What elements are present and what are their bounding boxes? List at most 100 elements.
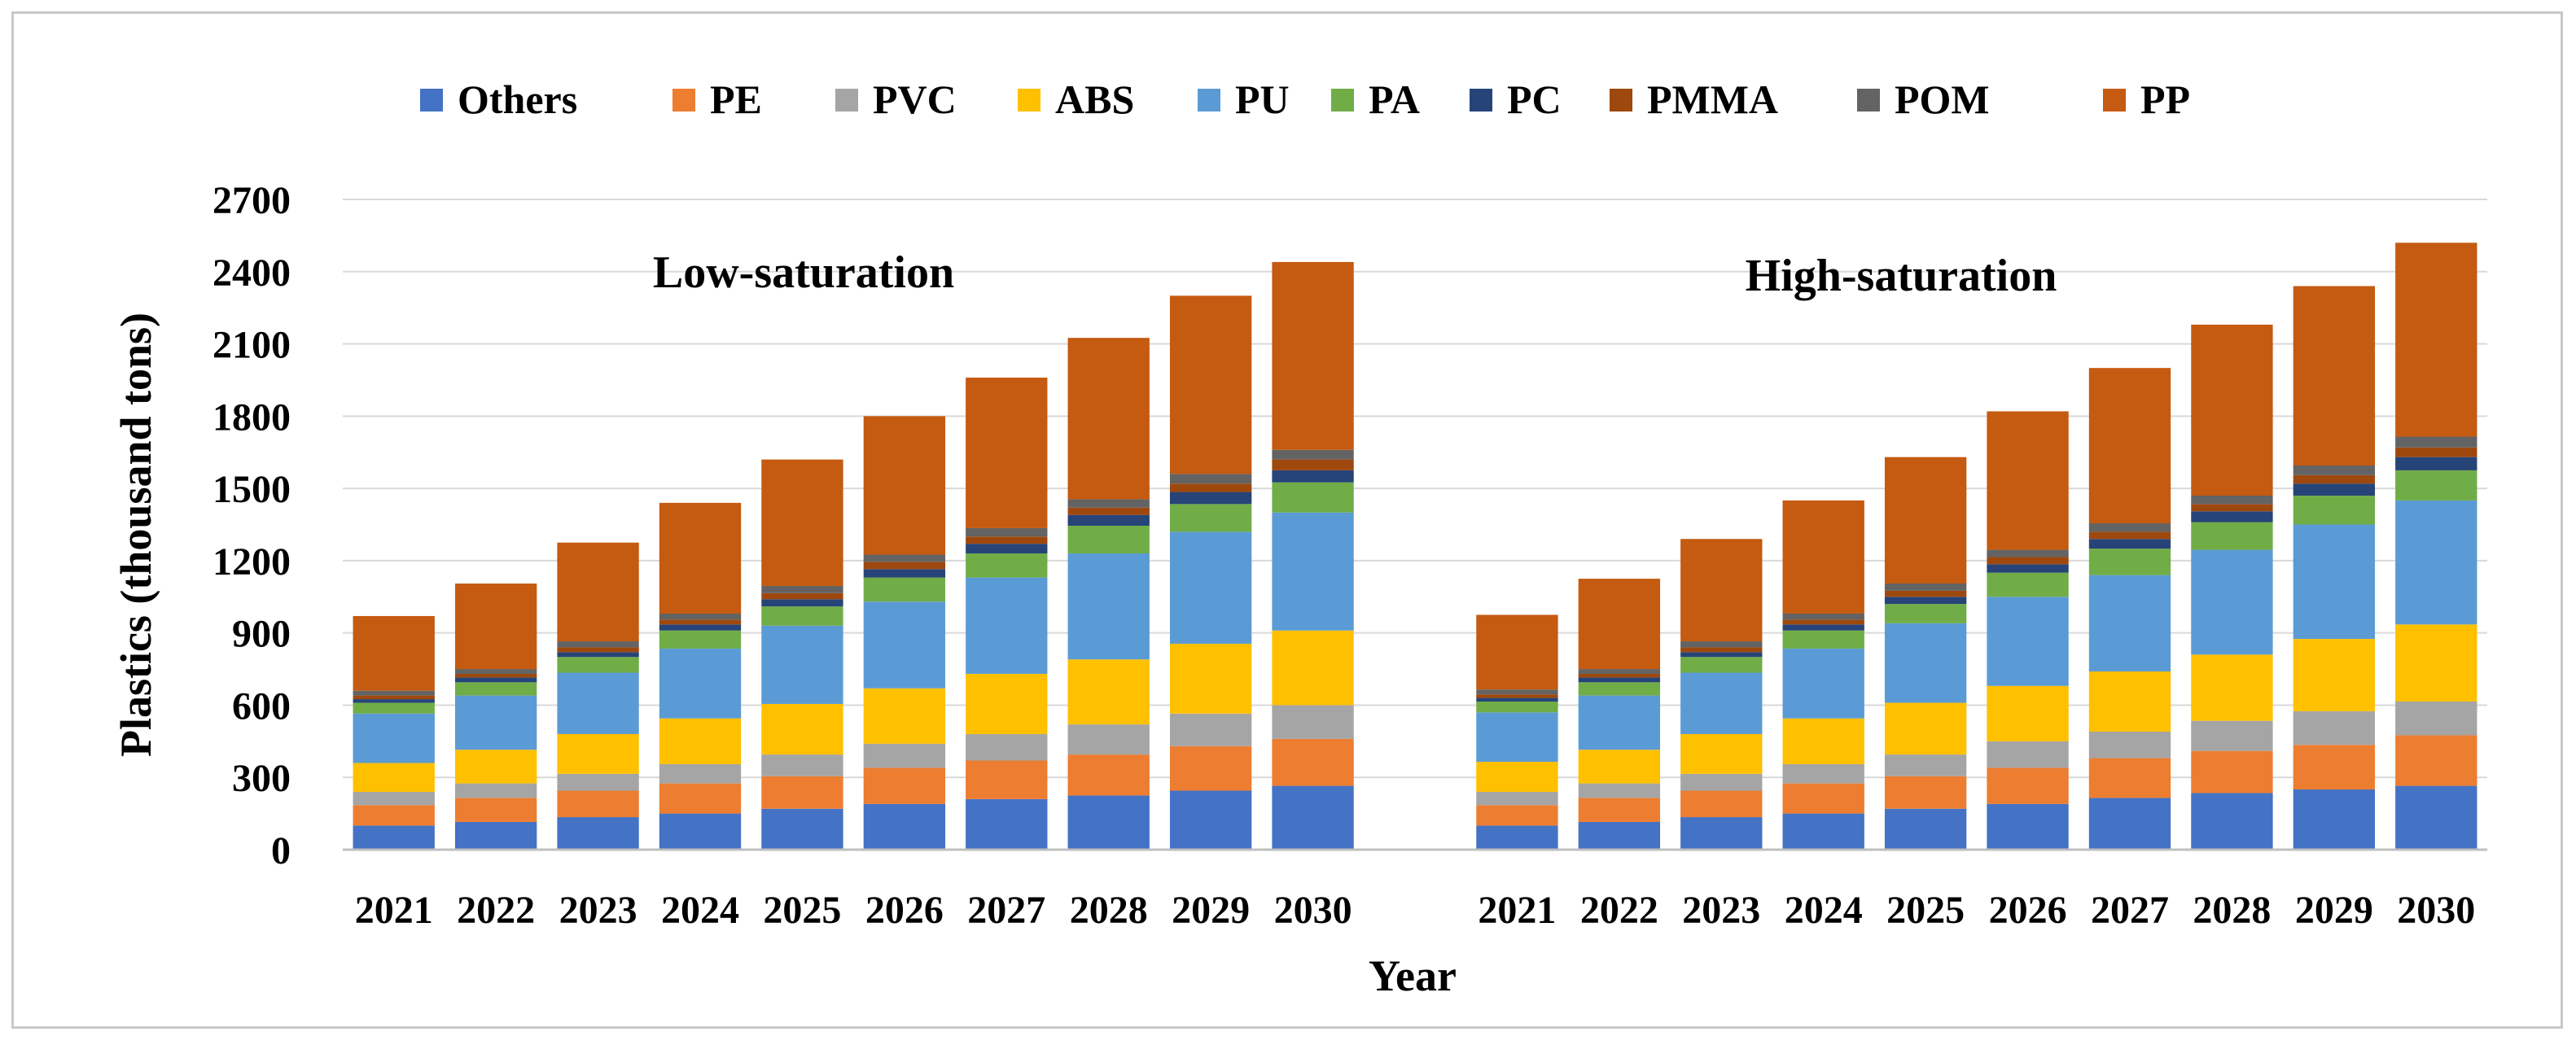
bar-pom-2026-panel1 bbox=[1987, 549, 2069, 557]
x-tick-label: 2025 bbox=[763, 889, 841, 932]
bar-pom-2024-panel0 bbox=[659, 613, 742, 620]
bar-pom-2027-panel1 bbox=[2088, 523, 2171, 532]
bar-pom-2021-panel0 bbox=[353, 690, 435, 696]
bar-abs-2030-panel0 bbox=[1272, 630, 1354, 706]
bar-pc-2023-panel1 bbox=[1680, 652, 1763, 658]
bar-pp-2030-panel1 bbox=[2395, 243, 2477, 437]
bar-pvc-2024-panel0 bbox=[659, 763, 742, 784]
bar-pe-2027-panel0 bbox=[966, 760, 1048, 799]
bar-pp-2029-panel1 bbox=[2293, 286, 2376, 466]
bar-pe-2026-panel1 bbox=[1987, 767, 2069, 804]
bar-others-2027-panel1 bbox=[2088, 798, 2171, 850]
bar-pa-2030-panel1 bbox=[2395, 470, 2477, 501]
bar-abs-2024-panel0 bbox=[659, 718, 742, 764]
bar-abs-2026-panel0 bbox=[863, 688, 946, 744]
bar-pp-2027-panel0 bbox=[966, 377, 1048, 528]
bar-pvc-2028-panel1 bbox=[2191, 720, 2273, 751]
bar-pe-2024-panel1 bbox=[1782, 783, 1864, 814]
legend-label-abs: ABS bbox=[1055, 77, 1134, 122]
bar-pu-2030-panel0 bbox=[1272, 512, 1354, 631]
bars-layer bbox=[353, 243, 2477, 850]
stacked-bar-chart: 0 300 600 900 1200 1500 1800 2100 2400 2700 2021 20… bbox=[112, 77, 2487, 1000]
bar-pc-2027-panel1 bbox=[2088, 539, 2171, 549]
y-tick-label: 2400 bbox=[212, 251, 291, 295]
bar-others-2026-panel0 bbox=[863, 803, 946, 850]
bar-pvc-2024-panel1 bbox=[1782, 763, 1864, 784]
bar-pmma-2028-panel0 bbox=[1067, 507, 1150, 515]
legend-swatch-others bbox=[420, 89, 443, 111]
bar-pe-2027-panel1 bbox=[2088, 758, 2171, 798]
bar-pc-2024-panel1 bbox=[1782, 624, 1864, 631]
bar-pvc-2029-panel1 bbox=[2293, 711, 2376, 745]
legend-swatch-pe bbox=[672, 89, 695, 111]
axes-layer: 0 300 600 900 1200 1500 1800 2100 2400 2700 2021 20… bbox=[212, 179, 2487, 932]
bar-pom-2025-panel0 bbox=[761, 585, 843, 593]
bar-others-2024-panel0 bbox=[659, 813, 742, 850]
y-axis-title: Plastics (thousand tons) bbox=[112, 313, 160, 757]
bar-pa-2027-panel1 bbox=[2088, 549, 2171, 575]
bar-pp-2025-panel1 bbox=[1884, 457, 1967, 584]
bar-pe-2025-panel0 bbox=[761, 776, 843, 809]
bar-pvc-2025-panel1 bbox=[1884, 754, 1967, 776]
bar-abs-2025-panel1 bbox=[1884, 702, 1967, 755]
bar-pc-2022-panel1 bbox=[1578, 677, 1661, 683]
bar-pu-2024-panel0 bbox=[659, 648, 742, 719]
bar-pa-2023-panel1 bbox=[1680, 657, 1763, 673]
bar-pom-2030-panel1 bbox=[2395, 436, 2477, 448]
legend-label-pp: PP bbox=[2140, 77, 2190, 122]
bar-pe-2030-panel0 bbox=[1272, 738, 1354, 786]
bar-pu-2024-panel1 bbox=[1782, 648, 1864, 719]
bar-pom-2028-panel1 bbox=[2191, 495, 2273, 505]
bar-pu-2022-panel0 bbox=[454, 695, 537, 750]
bar-pc-2022-panel0 bbox=[454, 677, 537, 683]
bar-abs-2023-panel1 bbox=[1680, 733, 1763, 774]
bar-pc-2030-panel1 bbox=[2395, 457, 2477, 470]
bar-pc-2025-panel1 bbox=[1884, 597, 1967, 605]
y-tick-label: 1200 bbox=[212, 540, 291, 584]
bar-pom-2029-panel1 bbox=[2293, 465, 2376, 475]
bar-pu-2023-panel1 bbox=[1680, 672, 1763, 734]
bar-pp-2024-panel1 bbox=[1782, 500, 1864, 614]
x-tick-label: 2021 bbox=[355, 889, 433, 932]
bar-pom-2026-panel0 bbox=[863, 554, 946, 562]
x-tick-label: 2021 bbox=[1478, 889, 1556, 932]
bar-pe-2025-panel1 bbox=[1884, 776, 1967, 809]
y-tick-label: 1500 bbox=[212, 468, 291, 511]
bar-pu-2021-panel1 bbox=[1476, 712, 1558, 762]
bar-abs-2028-panel1 bbox=[2191, 654, 2273, 721]
y-tick-label: 600 bbox=[232, 684, 291, 728]
bar-others-2021-panel0 bbox=[353, 825, 435, 850]
x-tick-label: 2027 bbox=[2091, 889, 2169, 932]
bar-pvc-2021-panel1 bbox=[1476, 791, 1558, 806]
x-tick-label: 2023 bbox=[559, 889, 637, 932]
x-tick-label: 2022 bbox=[457, 889, 535, 932]
x-tick-label: 2030 bbox=[1274, 889, 1352, 932]
bar-pp-2030-panel0 bbox=[1272, 261, 1354, 450]
bar-pp-2021-panel0 bbox=[353, 615, 435, 691]
bar-abs-2021-panel0 bbox=[353, 763, 435, 792]
bar-pmma-2024-panel1 bbox=[1782, 619, 1864, 625]
bar-pvc-2030-panel0 bbox=[1272, 705, 1354, 739]
bar-pom-2023-panel1 bbox=[1680, 641, 1763, 648]
bar-pu-2027-panel1 bbox=[2088, 575, 2171, 672]
bar-pc-2026-panel0 bbox=[863, 569, 946, 578]
legend-label-pc: PC bbox=[1507, 77, 1562, 122]
bar-pe-2029-panel1 bbox=[2293, 745, 2376, 790]
y-tick-label: 2700 bbox=[212, 179, 291, 222]
bar-pe-2029-panel0 bbox=[1169, 745, 1252, 791]
legend-label-pom: POM bbox=[1895, 77, 1990, 122]
bar-abs-2022-panel1 bbox=[1578, 750, 1661, 784]
bar-pc-2021-panel1 bbox=[1476, 697, 1558, 702]
bar-pp-2024-panel0 bbox=[659, 502, 742, 614]
bar-abs-2026-panel1 bbox=[1987, 685, 2069, 741]
bar-pa-2026-panel1 bbox=[1987, 572, 2069, 597]
bar-pe-2022-panel0 bbox=[454, 798, 537, 822]
bar-pmma-2025-panel1 bbox=[1884, 590, 1967, 597]
bar-pom-2028-panel0 bbox=[1067, 499, 1150, 508]
bar-abs-2029-panel1 bbox=[2293, 639, 2376, 711]
bar-pom-2022-panel0 bbox=[454, 669, 537, 674]
bar-pp-2028-panel0 bbox=[1067, 338, 1150, 500]
bar-pa-2030-panel0 bbox=[1272, 482, 1354, 513]
bar-pu-2026-panel0 bbox=[863, 601, 946, 689]
bar-pp-2022-panel1 bbox=[1578, 579, 1661, 670]
